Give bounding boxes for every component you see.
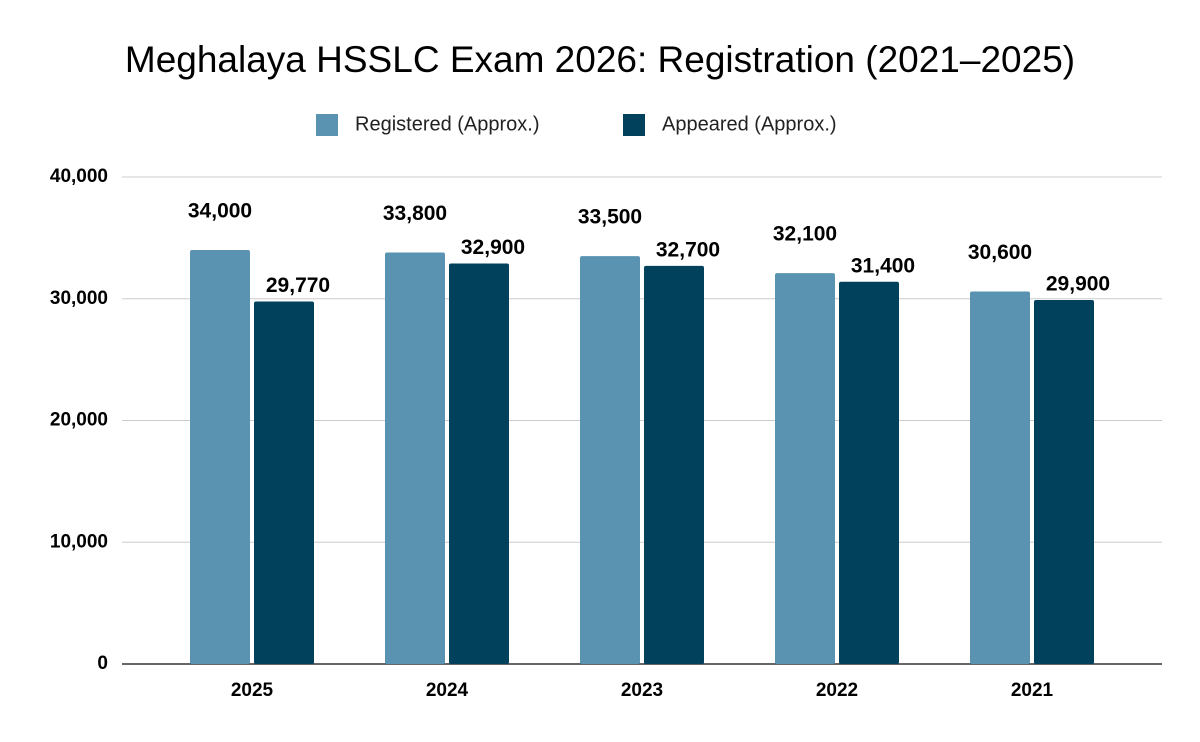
x-tick-label: 2024 (426, 680, 469, 701)
value-label: 29,770 (266, 274, 330, 297)
legend-swatch (623, 114, 645, 136)
bar (190, 250, 250, 665)
y-tick-label: 30,000 (50, 288, 108, 309)
y-tick-label: 20,000 (50, 410, 108, 431)
bar (970, 291, 1030, 664)
y-tick-label: 10,000 (50, 531, 108, 552)
bar (644, 265, 704, 664)
value-label: 32,700 (656, 238, 720, 261)
x-tick-label: 2025 (231, 680, 274, 701)
value-label: 32,100 (773, 223, 837, 246)
x-tick-label: 2021 (1011, 680, 1054, 701)
x-tick-label: 2022 (816, 680, 858, 701)
legend-swatch (316, 114, 338, 136)
legend-label: Registered (Approx.) (355, 113, 540, 135)
value-label: 33,500 (578, 206, 642, 229)
bar (449, 263, 509, 664)
x-tick-label: 2023 (621, 680, 663, 701)
bar (385, 252, 445, 665)
y-tick-label: 0 (97, 653, 108, 674)
value-label: 30,600 (968, 241, 1032, 264)
bar (580, 256, 640, 664)
value-label: 32,900 (461, 236, 525, 259)
bar (1034, 299, 1094, 664)
legend-label: Appeared (Approx.) (662, 113, 837, 135)
bar (254, 301, 314, 664)
y-tick-label: 40,000 (50, 166, 108, 187)
chart-title: Meghalaya HSSLC Exam 2026: Registration … (125, 39, 1075, 80)
value-label: 31,400 (851, 254, 915, 277)
value-label: 33,800 (383, 202, 447, 225)
bar (839, 281, 899, 664)
value-label: 34,000 (188, 200, 252, 223)
bar (775, 273, 835, 664)
value-label: 29,900 (1046, 273, 1110, 296)
